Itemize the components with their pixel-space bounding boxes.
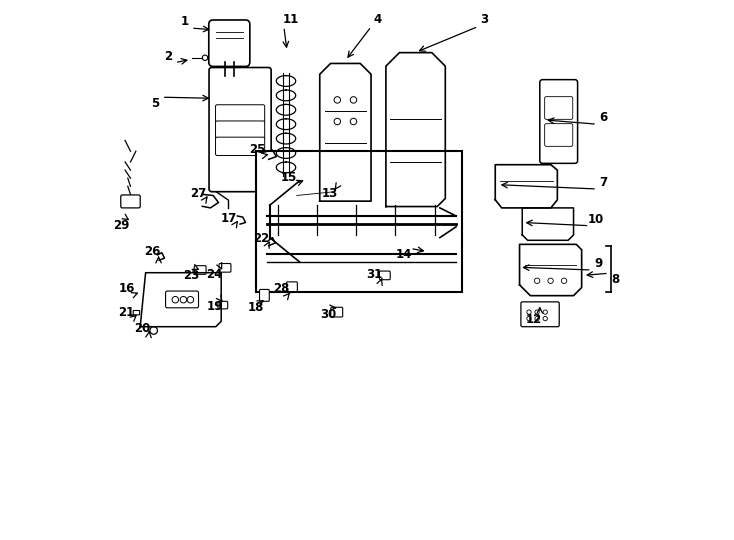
Text: 29: 29 <box>113 219 129 232</box>
FancyBboxPatch shape <box>208 20 250 66</box>
FancyBboxPatch shape <box>545 97 573 119</box>
Text: 27: 27 <box>190 187 207 200</box>
Text: 19: 19 <box>206 300 223 313</box>
Text: 7: 7 <box>600 176 608 189</box>
FancyBboxPatch shape <box>379 271 390 280</box>
Text: 16: 16 <box>118 282 135 295</box>
Text: 3: 3 <box>481 14 489 26</box>
FancyBboxPatch shape <box>166 291 198 308</box>
Text: 18: 18 <box>247 301 264 314</box>
Text: 26: 26 <box>144 245 160 258</box>
Text: 17: 17 <box>221 212 237 225</box>
Text: 5: 5 <box>151 97 159 110</box>
Text: 10: 10 <box>588 213 604 226</box>
Text: 9: 9 <box>594 257 602 270</box>
Text: 31: 31 <box>366 268 382 281</box>
Text: 20: 20 <box>134 322 150 335</box>
FancyBboxPatch shape <box>216 105 265 123</box>
FancyBboxPatch shape <box>195 266 206 274</box>
Text: 1: 1 <box>181 15 189 28</box>
Text: 8: 8 <box>611 273 619 286</box>
FancyBboxPatch shape <box>521 302 559 327</box>
FancyBboxPatch shape <box>545 124 573 146</box>
FancyBboxPatch shape <box>260 289 269 301</box>
FancyBboxPatch shape <box>209 68 271 192</box>
FancyBboxPatch shape <box>286 282 297 292</box>
Text: 24: 24 <box>206 268 223 281</box>
Text: 15: 15 <box>281 171 297 184</box>
FancyBboxPatch shape <box>133 310 139 315</box>
Text: 28: 28 <box>274 282 290 295</box>
FancyBboxPatch shape <box>539 79 578 163</box>
Text: 14: 14 <box>396 248 412 261</box>
FancyBboxPatch shape <box>216 121 265 139</box>
Text: 4: 4 <box>374 14 382 26</box>
Text: 11: 11 <box>282 14 299 26</box>
Text: 13: 13 <box>322 187 338 200</box>
FancyBboxPatch shape <box>331 307 343 317</box>
FancyBboxPatch shape <box>218 301 228 309</box>
Text: 12: 12 <box>526 313 542 326</box>
Text: 6: 6 <box>600 111 608 124</box>
Text: 25: 25 <box>249 143 265 156</box>
FancyBboxPatch shape <box>216 137 265 156</box>
Bar <box>256 151 462 292</box>
Text: 2: 2 <box>164 50 172 63</box>
Text: 23: 23 <box>183 269 199 282</box>
Text: 22: 22 <box>253 232 269 245</box>
FancyBboxPatch shape <box>219 264 231 272</box>
Text: 21: 21 <box>118 306 134 319</box>
FancyBboxPatch shape <box>121 195 140 208</box>
Text: 30: 30 <box>320 308 336 321</box>
